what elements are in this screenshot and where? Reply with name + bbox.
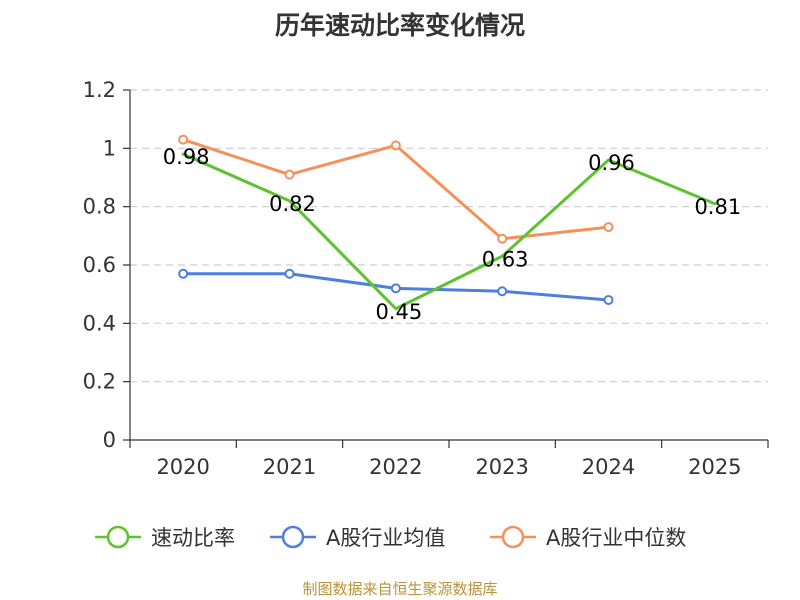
y-tick-label: 1.2: [83, 78, 116, 102]
y-tick-label: 0.4: [83, 311, 116, 335]
legend-swatch-marker: [501, 525, 525, 549]
x-tick-label: 2022: [369, 455, 422, 479]
source-note: 制图数据来自恒生聚源数据库: [302, 580, 497, 598]
data-point: [603, 295, 614, 305]
data-point: [497, 286, 508, 297]
legend-swatch-marker: [106, 525, 130, 549]
x-tick-label: 2021: [263, 455, 316, 479]
series-line: [181, 152, 717, 311]
legend-item-2: A股行业中位数: [490, 525, 686, 550]
data-point: [497, 233, 508, 244]
grid-lines: [130, 89, 768, 383]
data-point: [390, 140, 401, 151]
y-tick-label: 0: [103, 428, 116, 452]
data-point: [390, 283, 401, 294]
series-line: [181, 138, 610, 241]
data-point: [178, 268, 189, 279]
chart-title: 历年速动比率变化情况: [275, 11, 525, 40]
data-label: 0.45: [375, 300, 422, 324]
y-tick-label: 1: [103, 136, 116, 160]
series-2: [178, 134, 614, 244]
data-point: [284, 169, 295, 180]
data-label: 0.98: [163, 145, 210, 169]
data-label: 0.82: [269, 192, 316, 216]
legend-label: 速动比率: [151, 526, 235, 550]
y-tick-label: 0.6: [83, 253, 116, 277]
series-0: [181, 152, 717, 311]
data-label: 0.81: [694, 195, 741, 219]
legend-label: A股行业均值: [326, 526, 445, 550]
x-tick-label: 2023: [475, 455, 528, 479]
series-lines: [178, 134, 717, 311]
legend: 速动比率 A股行业均值 A股行业中位数: [95, 525, 686, 550]
y-tick-label: 0.8: [83, 195, 116, 219]
data-labels: 0.98 0.82 0.45 0.63 0.96 0.81: [163, 145, 741, 324]
legend-swatch-marker: [281, 525, 305, 549]
legend-item-0: 速动比率: [95, 525, 235, 550]
x-tick-label: 2024: [582, 455, 635, 479]
data-point: [603, 222, 614, 233]
x-tick-label: 2025: [688, 455, 741, 479]
series-1: [178, 268, 614, 305]
data-point: [284, 268, 295, 279]
y-tick-label: 0.2: [83, 370, 116, 394]
data-point: [178, 134, 189, 145]
legend-label: A股行业中位数: [546, 526, 686, 550]
data-label: 0.63: [482, 247, 529, 271]
data-label: 0.96: [588, 151, 635, 175]
x-tick-label: 2020: [156, 455, 209, 479]
legend-item-1: A股行业均值: [270, 525, 445, 550]
